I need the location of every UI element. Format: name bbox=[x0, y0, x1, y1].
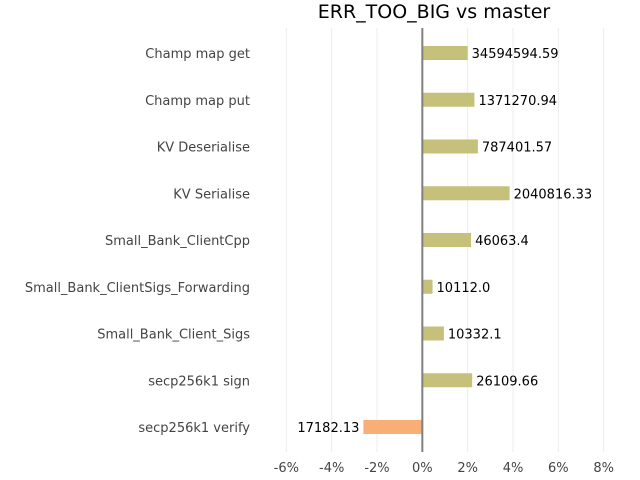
bar bbox=[422, 92, 475, 107]
bar bbox=[422, 373, 473, 388]
bar bbox=[363, 420, 423, 434]
bars bbox=[363, 46, 510, 434]
category-label: KV Serialise bbox=[173, 187, 250, 202]
category-label: secp256k1 sign bbox=[148, 374, 250, 389]
x-tick-label: 4% bbox=[503, 461, 524, 476]
category-label: secp256k1 verify bbox=[138, 421, 250, 436]
data-label: 34594594.59 bbox=[472, 47, 559, 62]
data-label: 10332.1 bbox=[448, 328, 502, 343]
bar bbox=[422, 46, 468, 60]
bar bbox=[422, 326, 444, 341]
x-tick-label: -6% bbox=[274, 461, 299, 476]
bar bbox=[422, 279, 433, 294]
data-label: 26109.66 bbox=[476, 374, 538, 389]
category-label: Small_Bank_ClientSigs_Forwarding bbox=[25, 281, 250, 296]
bar bbox=[422, 233, 472, 247]
category-label: Champ map get bbox=[145, 47, 250, 62]
data-label: 2040816.33 bbox=[514, 187, 593, 202]
data-label: 46063.4 bbox=[475, 234, 529, 249]
bar bbox=[422, 186, 510, 201]
data-label: 17182.13 bbox=[297, 421, 359, 436]
x-tick-label: -4% bbox=[319, 461, 344, 476]
x-tick-label: 2% bbox=[457, 461, 478, 476]
category-label: KV Deserialise bbox=[157, 141, 250, 156]
labels: -6% -4% -2% 0% 2% 4% 6% 8% Champ map get 34594594… bbox=[25, 28, 614, 476]
data-label: 1371270.94 bbox=[478, 94, 557, 109]
x-tick-label: -2% bbox=[364, 461, 389, 476]
category-label: Champ map put bbox=[145, 94, 250, 109]
bar bbox=[422, 139, 478, 154]
x-tick-label: 8% bbox=[593, 461, 614, 476]
x-tick-label: 0% bbox=[412, 461, 433, 476]
x-tick-label: 6% bbox=[548, 461, 569, 476]
data-label: 787401.57 bbox=[482, 141, 552, 156]
category-label: Small_Bank_Client_Sigs bbox=[97, 328, 250, 343]
chart-title: ERR_TOO_BIG vs master bbox=[318, 1, 551, 23]
category-label: Small_Bank_ClientCpp bbox=[105, 234, 250, 249]
data-label: 10112.0 bbox=[437, 281, 491, 296]
